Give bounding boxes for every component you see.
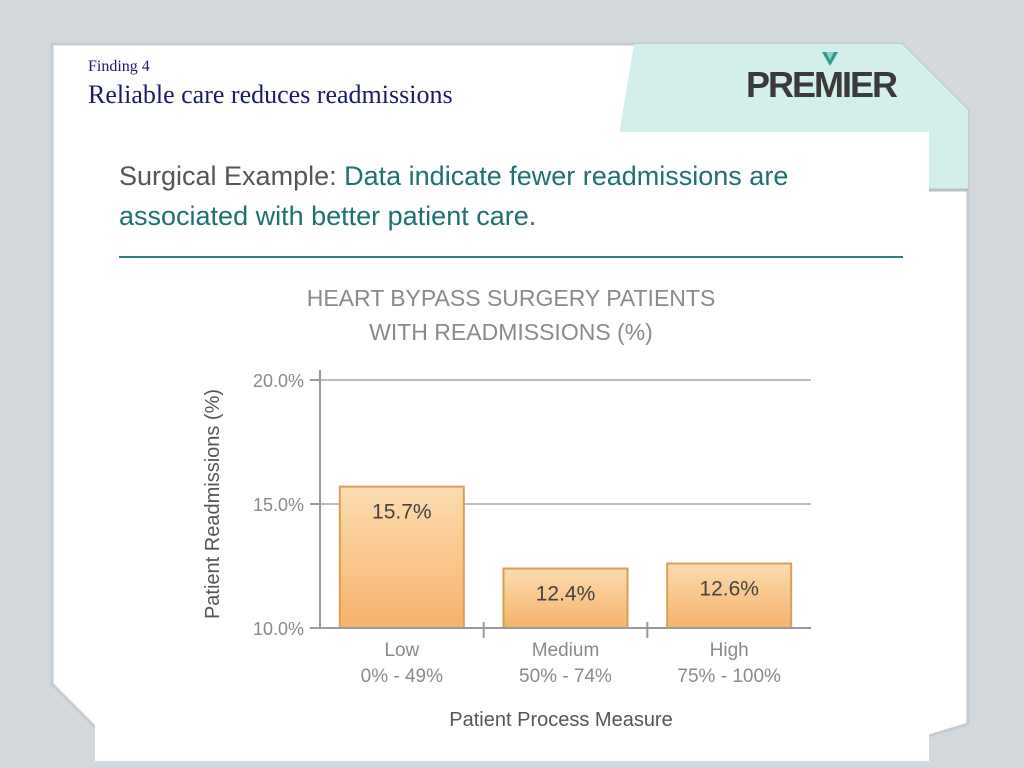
x-category-label: Low [384,640,419,661]
chart-title-line: WITH READMISSIONS (%) [369,319,653,345]
bar-value-label: 15.7% [372,501,432,524]
x-axis-label: Patient Process Measure [449,709,672,731]
y-tick-label: 20.0% [253,371,304,391]
bar [338,485,465,630]
chart-panel: Surgical Example: Data indicate fewer re… [95,132,929,761]
chart-title-line: HEART BYPASS SURGERY PATIENTS [307,285,716,311]
x-category-label: High [710,640,749,661]
headline-body: Data indicate fewer readmissions are ass… [119,161,789,231]
y-tick-label: 15.0% [253,495,304,515]
premier-logo: PREMIER [746,52,906,105]
logo-chevron-icon [822,52,838,66]
y-axis-label: Patient Readmissions (%) [202,389,224,619]
headline-lead: Surgical Example: [119,161,337,191]
x-category-range: 75% - 100% [677,666,781,687]
bar-value-label: 12.4% [536,582,596,605]
bar [666,562,793,629]
slide-title-block: Finding 4 Reliable care reduces readmiss… [88,58,453,110]
bar-value-label: 12.6% [699,578,759,601]
x-category-range: 50% - 74% [519,666,612,687]
y-tick-label: 10.0% [253,619,304,639]
slide-title: Reliable care reduces readmissions [88,80,453,109]
bar [502,567,629,630]
finding-label: Finding 4 [88,58,150,75]
x-category-range: 0% - 49% [361,666,443,687]
headline: Surgical Example: Data indicate fewer re… [119,156,909,236]
headline-rule [119,256,903,258]
logo-text: PREMIER [746,64,898,105]
x-category-label: Medium [532,640,600,661]
bar-chart: HEART BYPASS SURGERY PATIENTS WITH READMI… [202,285,811,731]
